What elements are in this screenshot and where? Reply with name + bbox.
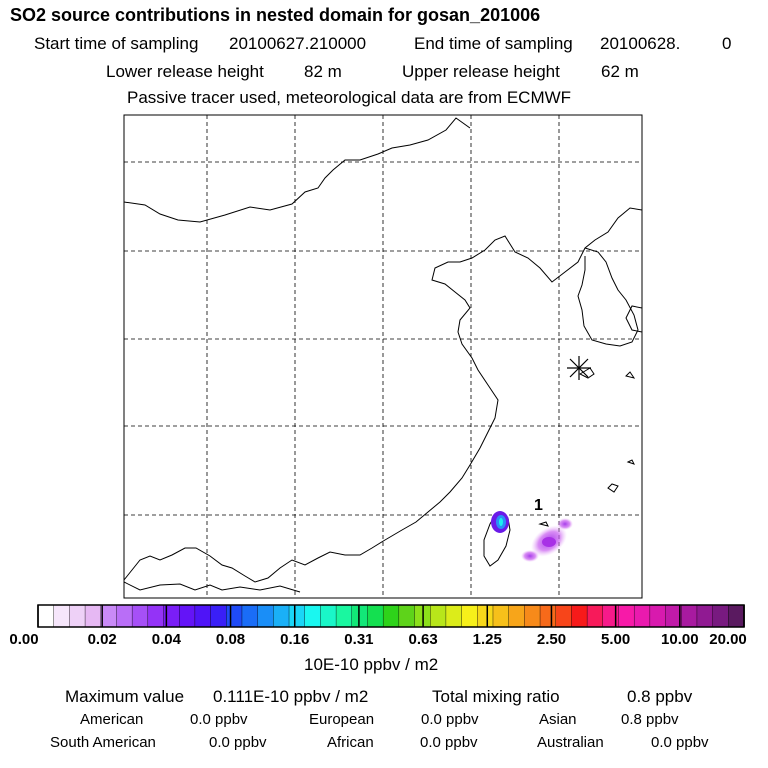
chart-title: SO2 source contributions in nested domai… [10,5,541,25]
colorbar-cell [210,604,227,628]
region-name: African [327,734,374,751]
region-value: 0.0 ppbv [420,734,478,751]
colorbar-cell [178,604,196,628]
colorbar-tick-label: 5.00 [601,631,631,648]
colorbar-cell [241,604,259,628]
colorbar-cell [131,604,149,628]
upper-height-value: 62 m [601,62,639,81]
colorbar-cell [524,604,541,628]
colorbar-cell [618,604,635,628]
colorbar-cell [257,604,275,628]
total-mixing-label: Total mixing ratio [432,687,560,706]
colorbar-cell [492,604,510,628]
colorbar-cell [147,604,165,628]
colorbar-cell [445,604,463,628]
colorbar-tick-label: 0.16 [280,631,310,648]
lower-height-label: Lower release height [106,62,264,81]
start-time-label: Start time of sampling [34,34,199,53]
region-name: European [309,711,375,728]
colorbar-cell [273,604,290,628]
colorbar-cell [649,604,667,628]
gosan-station-marker [567,356,591,380]
colorbar-cell [320,604,337,628]
colorbar-tick-label: 0.08 [215,631,246,648]
colorbar-cell [194,604,212,628]
colorbar-cell [100,604,118,628]
colorbar-cell [555,604,573,628]
end-time-value: 20100628. [600,34,681,53]
colorbar-cell [367,604,384,628]
region-value: 0.8 ppbv [621,711,679,728]
colorbar-cell [586,604,604,628]
colorbar-tick-label: 0.02 [87,631,117,648]
upper-height-label: Upper release height [402,62,560,81]
colorbar-cell [728,604,745,628]
colorbar-cell [53,604,71,628]
colorbar-cell [116,604,133,628]
colorbar-cell [382,604,400,628]
colorbar-cell [304,604,322,628]
end-time-label: End time of sampling [414,34,573,53]
region-value: 0.0 ppbv [651,734,709,751]
plume-label: 1 [534,497,543,514]
colorbar-cell [681,604,698,628]
max-value: 0.111E-10 ppbv / m2 [213,687,369,706]
colorbar-cell [398,604,416,628]
colorbar-frame [37,604,745,628]
colorbar-cell [633,604,651,628]
colorbar-tick-label: 1.25 [472,631,502,648]
colorbar-cell [571,604,588,628]
colorbar-cell [84,604,102,628]
colorbar-tick-label: 2.50 [536,631,567,648]
region-value: 0.0 ppbv [209,734,267,751]
colorbar-cell [351,604,369,628]
region-name: Asian [539,711,577,728]
colorbar-tick-label: 0.63 [408,631,438,648]
start-time-value: 20100627.210000 [229,34,367,53]
region-name: American [80,711,144,728]
colorbar-cell [226,604,243,628]
taiwan-hotspot [491,511,509,533]
region-name: Australian [537,734,604,751]
colorbar-tick-label: 0.04 [151,631,181,648]
end-time-extra: 0 [722,34,732,53]
colorbar-cell [696,604,714,628]
colorbar-cell [539,604,557,628]
region-name: South American [50,734,156,751]
model-note: Passive tracer used, meteorological data… [127,88,572,107]
colorbar-unit: 10E-10 ppbv / m2 [304,655,439,674]
colorbar-tick-label: 10.00 [661,631,699,648]
colorbar-cell [69,604,86,628]
colorbar-cell [477,604,494,628]
lower-height-value: 82 m [304,62,342,81]
colorbar-cell [37,604,55,628]
so2-plume [521,518,573,562]
region-value: 0.0 ppbv [421,711,479,728]
region-value: 0.0 ppbv [190,711,248,728]
colorbar-cell [508,604,526,628]
colorbar-tick-label: 0.00 [9,631,39,648]
colorbar-cell [712,604,730,628]
total-mixing-value: 0.8 ppbv [627,687,693,706]
colorbar-cell [430,604,447,628]
max-value-label: Maximum value [65,687,185,706]
colorbar-cell [288,604,306,628]
colorbar-cell [335,604,353,628]
colorbar-tick-label: 0.31 [344,631,374,648]
colorbar-cell [602,604,620,628]
colorbar-tick-label: 20.00 [709,631,747,648]
colorbar-cell [461,604,478,628]
